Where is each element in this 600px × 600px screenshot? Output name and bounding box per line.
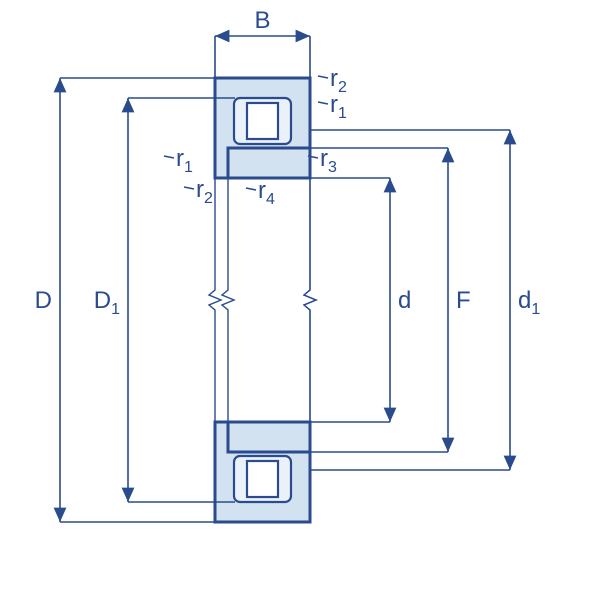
svg-text:d: d	[398, 287, 411, 314]
svg-text:F: F	[456, 287, 471, 314]
svg-text:d1: d1	[518, 287, 540, 318]
svg-text:r2: r2	[196, 176, 213, 207]
svg-text:r3: r3	[320, 145, 337, 176]
svg-text:r4: r4	[258, 177, 275, 208]
svg-text:D: D	[35, 287, 52, 314]
svg-text:r1: r1	[176, 145, 193, 176]
svg-text:D1: D1	[94, 287, 120, 318]
svg-text:B: B	[254, 7, 270, 34]
bearing-cross-section-diagram: BDD1dFd1r2r1r1r2r3r4	[0, 0, 600, 600]
